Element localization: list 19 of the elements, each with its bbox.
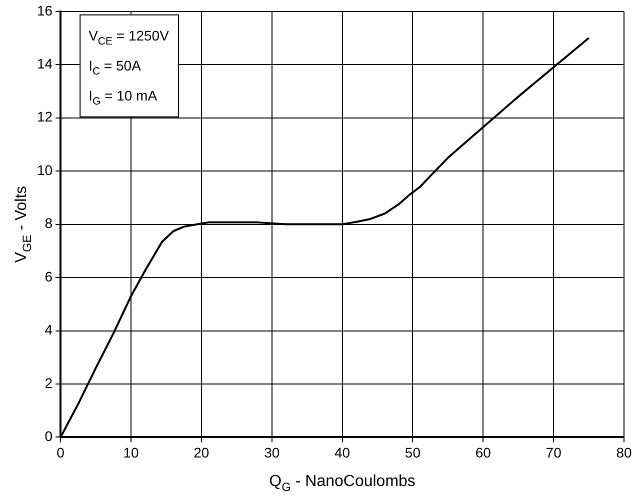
y-tick-label: 10 bbox=[36, 162, 53, 178]
y-tick-label: 16 bbox=[36, 2, 53, 18]
y-tick-label: 6 bbox=[44, 268, 53, 284]
y-tick-label: 4 bbox=[44, 322, 53, 338]
x-tick-label: 80 bbox=[616, 444, 632, 460]
x-tick-label: 40 bbox=[334, 444, 350, 460]
y-axis-title: VGE - Volts bbox=[13, 186, 34, 263]
x-tick-label: 0 bbox=[56, 444, 65, 460]
x-tick-label: 60 bbox=[475, 444, 492, 460]
y-tick-label: 8 bbox=[44, 215, 53, 232]
y-tick-label: 2 bbox=[44, 374, 53, 391]
x-tick-label: 70 bbox=[546, 444, 562, 460]
y-tick-label: 12 bbox=[36, 108, 53, 125]
x-tick-label: 20 bbox=[194, 444, 210, 460]
x-tick-label: 10 bbox=[123, 444, 139, 460]
x-tick-label: 50 bbox=[404, 444, 421, 460]
x-tick-label: 30 bbox=[264, 444, 280, 460]
y-tick-label: 14 bbox=[36, 55, 53, 72]
y-tick-label: 0 bbox=[44, 428, 53, 444]
